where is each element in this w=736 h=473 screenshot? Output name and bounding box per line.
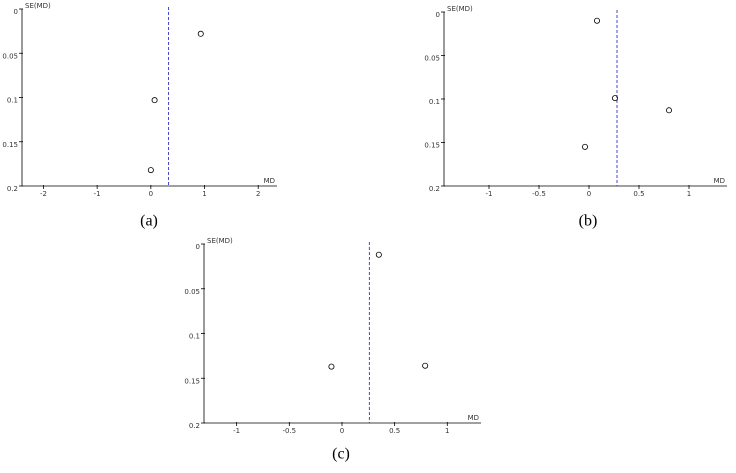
y-tick-label: 0.15 bbox=[424, 142, 440, 150]
x-axis-label: MD bbox=[714, 177, 725, 185]
data-point bbox=[147, 167, 154, 174]
y-axis-label: SE(MD) bbox=[207, 237, 233, 245]
data-point bbox=[594, 17, 601, 24]
y-tick-label: 0.2 bbox=[189, 422, 200, 430]
data-point bbox=[375, 251, 382, 258]
x-tick-label: -1 bbox=[94, 190, 101, 198]
y-tick-label: 0.1 bbox=[7, 97, 18, 105]
x-axis-label: MD bbox=[468, 414, 479, 422]
y-axis-label: SE(MD) bbox=[25, 2, 51, 10]
data-point bbox=[197, 30, 204, 37]
x-tick-label: 1 bbox=[202, 190, 206, 198]
y-tick-label: 0.2 bbox=[429, 185, 440, 193]
x-axis-label: MD bbox=[264, 177, 275, 185]
x-tick-label: -0.5 bbox=[282, 427, 296, 435]
x-tick-label: 1 bbox=[445, 427, 449, 435]
x-tick-label: -2 bbox=[40, 190, 47, 198]
y-tick-label: 0.05 bbox=[2, 52, 18, 60]
x-tick-label: 0 bbox=[149, 190, 153, 198]
x-tick-label: 0 bbox=[340, 427, 344, 435]
y-tick-label: 0.15 bbox=[2, 141, 18, 149]
y-tick-label: 0.05 bbox=[184, 288, 200, 296]
y-tick-label: 0 bbox=[14, 8, 18, 16]
y-tick-label: 0.15 bbox=[184, 377, 200, 385]
y-tick-label: 0 bbox=[196, 243, 200, 251]
x-tick-label: -1 bbox=[486, 190, 493, 198]
x-tick-label: -0.5 bbox=[532, 190, 546, 198]
x-tick-label: -1 bbox=[233, 427, 240, 435]
x-tick-label: 0.5 bbox=[389, 427, 400, 435]
y-tick-label: 0.1 bbox=[429, 98, 440, 106]
panel-caption: (a) bbox=[140, 213, 158, 230]
data-point bbox=[666, 107, 673, 114]
y-tick-label: 0 bbox=[436, 11, 440, 19]
panel-caption: (c) bbox=[332, 446, 350, 463]
panel-caption: (b) bbox=[579, 213, 598, 230]
data-point bbox=[328, 363, 335, 370]
y-tick-label: 0.2 bbox=[7, 185, 18, 193]
x-tick-label: 2 bbox=[256, 190, 260, 198]
x-tick-label: 1 bbox=[687, 190, 691, 198]
data-point bbox=[422, 362, 429, 369]
y-axis-label: SE(MD) bbox=[447, 5, 473, 13]
data-point bbox=[151, 97, 158, 104]
y-tick-label: 0.05 bbox=[424, 55, 440, 63]
x-tick-label: 0 bbox=[587, 190, 591, 198]
x-tick-label: 0.5 bbox=[633, 190, 644, 198]
data-point bbox=[582, 143, 589, 150]
data-point bbox=[612, 95, 619, 102]
y-tick-label: 0.1 bbox=[189, 333, 200, 341]
